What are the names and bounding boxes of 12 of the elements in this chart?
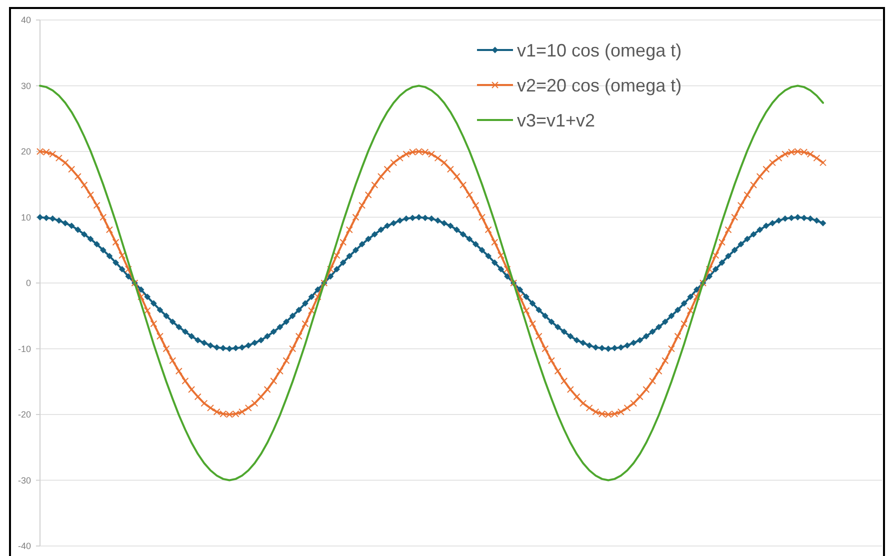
legend-label: v2=20 cos (omega t)	[517, 75, 682, 96]
y-tick-label: 0	[26, 278, 31, 288]
y-tick-label: -40	[18, 541, 31, 552]
y-tick-label: 10	[20, 212, 31, 222]
y-tick-label: -30	[18, 475, 31, 486]
y-tick-label: -20	[18, 410, 31, 420]
y-tick-label: 30	[20, 80, 31, 91]
y-tick-label: 20	[20, 146, 31, 157]
y-tick-label: 40	[20, 15, 31, 26]
y-tick-label: -10	[18, 344, 31, 354]
legend-label: v1=10 cos (omega t)	[517, 40, 682, 60]
legend-label: v3=v1+v2	[517, 110, 596, 130]
